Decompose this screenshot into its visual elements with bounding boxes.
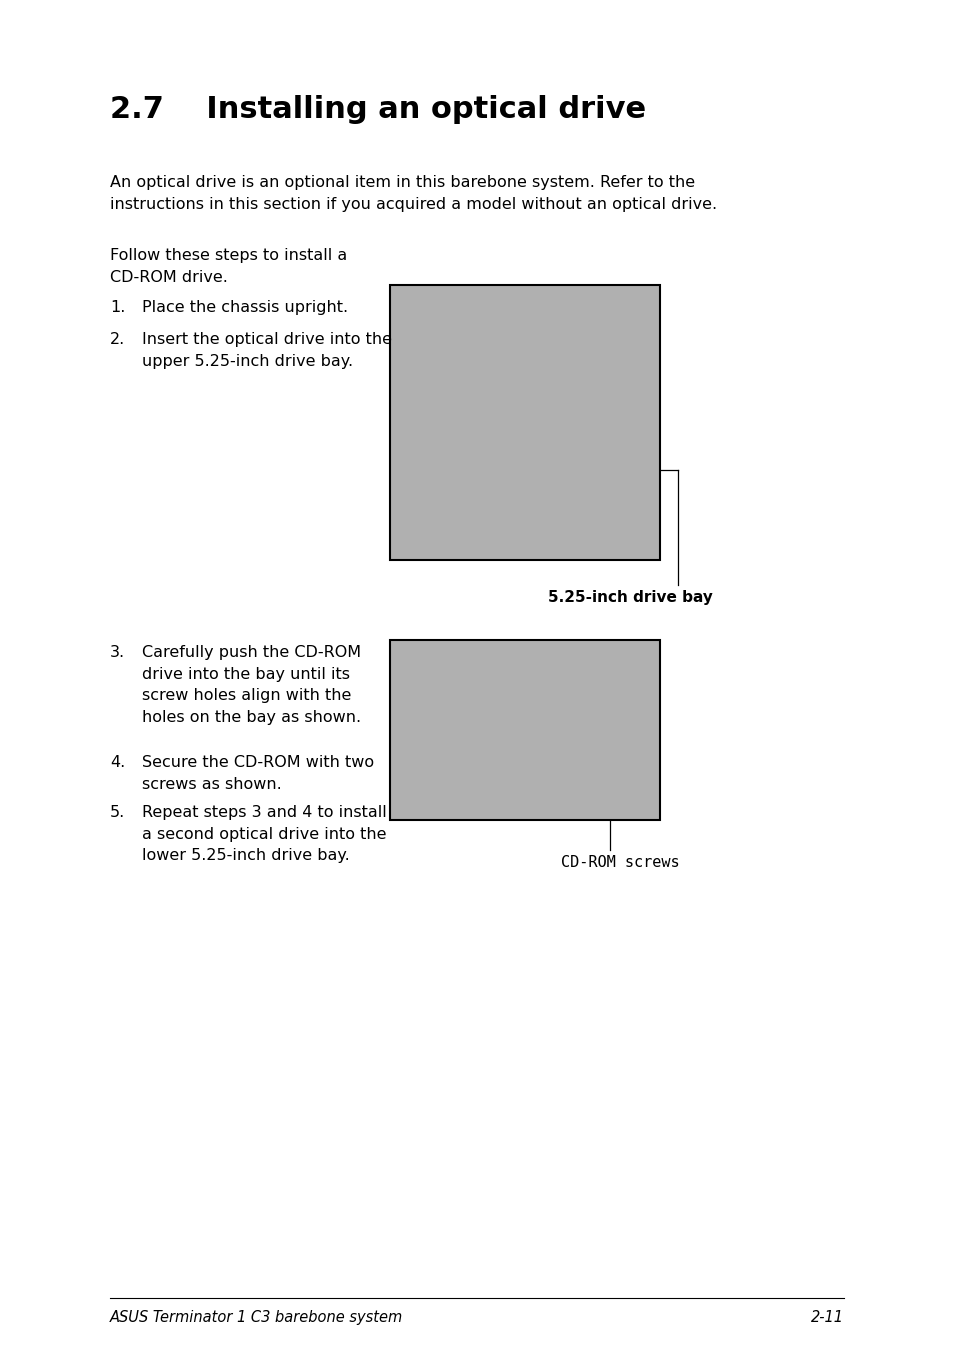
Text: 3.: 3. xyxy=(110,644,125,661)
Text: 5.: 5. xyxy=(110,805,125,820)
Text: CD-ROM screws: CD-ROM screws xyxy=(560,855,679,870)
Text: 2.: 2. xyxy=(110,332,125,347)
Text: Repeat steps 3 and 4 to install
a second optical drive into the
lower 5.25-inch : Repeat steps 3 and 4 to install a second… xyxy=(142,805,386,863)
Text: 2-11: 2-11 xyxy=(810,1310,843,1325)
Text: 2.7    Installing an optical drive: 2.7 Installing an optical drive xyxy=(110,95,645,124)
Text: An optical drive is an optional item in this barebone system. Refer to the
instr: An optical drive is an optional item in … xyxy=(110,176,717,212)
Text: 4.: 4. xyxy=(110,755,125,770)
Text: 5.25-inch drive bay: 5.25-inch drive bay xyxy=(547,590,712,605)
Text: 1.: 1. xyxy=(110,300,125,315)
Text: ASUS Terminator 1 C3 barebone system: ASUS Terminator 1 C3 barebone system xyxy=(110,1310,403,1325)
Text: Place the chassis upright.: Place the chassis upright. xyxy=(142,300,348,315)
Text: Secure the CD-ROM with two
screws as shown.: Secure the CD-ROM with two screws as sho… xyxy=(142,755,374,792)
Text: Carefully push the CD-ROM
drive into the bay until its
screw holes align with th: Carefully push the CD-ROM drive into the… xyxy=(142,644,361,724)
Bar xyxy=(390,285,659,561)
Text: Follow these steps to install a
CD-ROM drive.: Follow these steps to install a CD-ROM d… xyxy=(110,249,347,285)
Bar xyxy=(390,640,659,820)
Text: Insert the optical drive into the
upper 5.25-inch drive bay.: Insert the optical drive into the upper … xyxy=(142,332,392,369)
